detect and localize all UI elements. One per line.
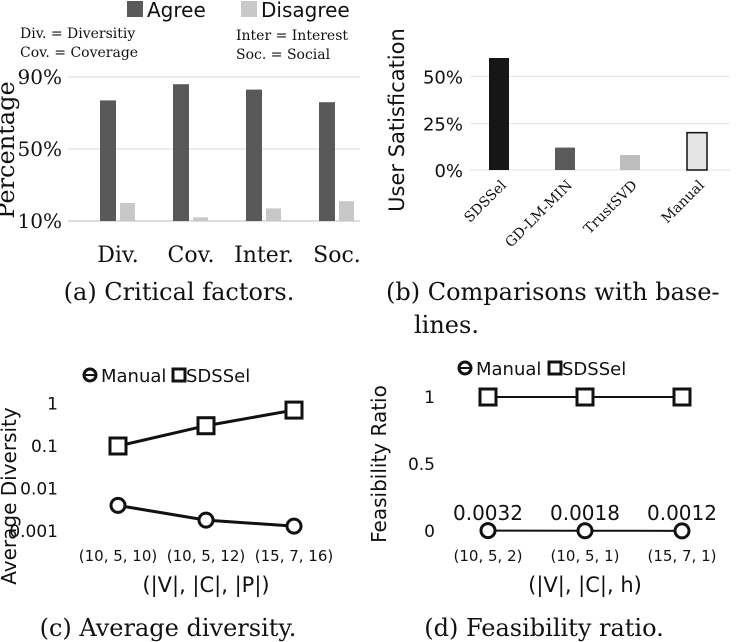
marker-manual xyxy=(109,496,127,514)
bar-gd-lm-min xyxy=(555,147,575,170)
x-tick-label: GD-LM-MIN xyxy=(502,178,575,251)
y-tick-label: 50% xyxy=(423,68,463,89)
marker-manual xyxy=(197,511,215,529)
y-axis-label: Average Diversity xyxy=(0,407,21,585)
y-tick-label: 50% xyxy=(18,137,62,161)
marker-sdssel xyxy=(478,387,498,407)
data-label: 0.0012 xyxy=(647,501,717,525)
x-axis-label: (|V|, |C|, h) xyxy=(528,573,642,598)
marker-sdssel xyxy=(108,436,128,456)
x-tick-label: SDSSel xyxy=(461,177,510,226)
y-tick-label: 90% xyxy=(18,65,62,89)
caption-b-line1: (b) Comparisons with base- xyxy=(386,278,720,306)
marker-manual xyxy=(479,522,497,540)
legend-marker-sdssel xyxy=(171,367,187,383)
bar-agree xyxy=(173,84,189,221)
x-tick-label: TrustSVD xyxy=(581,178,641,238)
y-tick-label: 0.01 xyxy=(20,480,58,500)
caption-a: (a) Critical factors. xyxy=(64,278,295,306)
marker-sdssel xyxy=(196,416,216,436)
x-tick-label: Cov. xyxy=(168,243,215,268)
legend-marker-sdssel xyxy=(547,360,563,376)
bar-trustsvd xyxy=(620,155,640,170)
marker-sdssel xyxy=(575,387,595,407)
bar-disagree xyxy=(120,203,135,221)
x-axis-label: (|V|, |C|, |P|) xyxy=(142,573,269,598)
bar-disagree xyxy=(266,208,281,221)
legend-label-sdssel: SDSSel xyxy=(186,366,250,387)
x-tick-label: (15, 7, 1) xyxy=(648,547,717,565)
x-tick-label: Inter. xyxy=(234,243,294,268)
y-tick-label: 10% xyxy=(18,209,62,233)
y-axis-label: Feasibility Ratio xyxy=(367,385,391,543)
marker-sdssel xyxy=(284,400,304,420)
y-axis-label: Percentage xyxy=(0,81,20,218)
x-tick-label: Manual xyxy=(659,177,709,227)
bar-disagree xyxy=(339,201,354,221)
x-tick-label: (10, 5, 10) xyxy=(79,547,158,565)
y-tick-label: 0.5 xyxy=(408,455,435,475)
caption-c: (c) Average diversity. xyxy=(40,614,297,642)
marker-manual xyxy=(576,522,594,540)
caption-d: (d) Feasibility ratio. xyxy=(424,614,664,642)
y-tick-label: 0.001 xyxy=(9,522,58,542)
x-tick-label: (10, 5, 2) xyxy=(454,547,523,565)
note-text: Cov. = Coverage xyxy=(20,45,138,61)
x-tick-label: (10, 5, 1) xyxy=(551,547,620,565)
x-tick-label: (15, 7, 16) xyxy=(255,547,334,565)
y-tick-label: 0 xyxy=(424,522,435,542)
data-label: 0.0032 xyxy=(453,501,523,525)
legend-label-disagree: Disagree xyxy=(261,0,350,22)
y-tick-label: 0% xyxy=(434,161,463,182)
marker-manual xyxy=(285,517,303,535)
legend-label-manual: Manual xyxy=(476,359,541,380)
legend-label-agree: Agree xyxy=(147,0,206,22)
marker-manual xyxy=(673,522,691,540)
y-tick-label: 1 xyxy=(424,388,435,408)
bar-manual xyxy=(686,131,708,171)
legend-swatch-agree xyxy=(127,1,143,17)
legend-swatch-disagree xyxy=(241,1,257,17)
x-tick-label: Div. xyxy=(97,243,139,268)
y-tick-label: 0.1 xyxy=(31,437,58,457)
legend-label-sdssel: SDSSel xyxy=(562,359,626,380)
x-tick-label: Soc. xyxy=(313,243,361,268)
note-text: Inter = Interest xyxy=(236,28,348,44)
note-text: Div. = Diversitiy xyxy=(20,26,135,42)
y-axis-label: User Satisfication xyxy=(385,28,409,212)
note-text: Soc. = Social xyxy=(236,47,331,63)
bar-sdssel xyxy=(489,58,509,170)
legend-label-manual: Manual xyxy=(101,366,166,387)
marker-sdssel xyxy=(672,387,692,407)
x-tick-label: (10, 5, 12) xyxy=(167,547,246,565)
bar-disagree xyxy=(193,217,208,221)
bar-agree xyxy=(246,89,262,221)
y-tick-label: 25% xyxy=(423,114,463,135)
bar-agree xyxy=(100,100,116,221)
caption-b-line2: lines. xyxy=(414,311,479,339)
y-tick-label: 1 xyxy=(47,395,58,415)
bar-agree xyxy=(319,102,335,221)
data-label: 0.0018 xyxy=(550,501,620,525)
